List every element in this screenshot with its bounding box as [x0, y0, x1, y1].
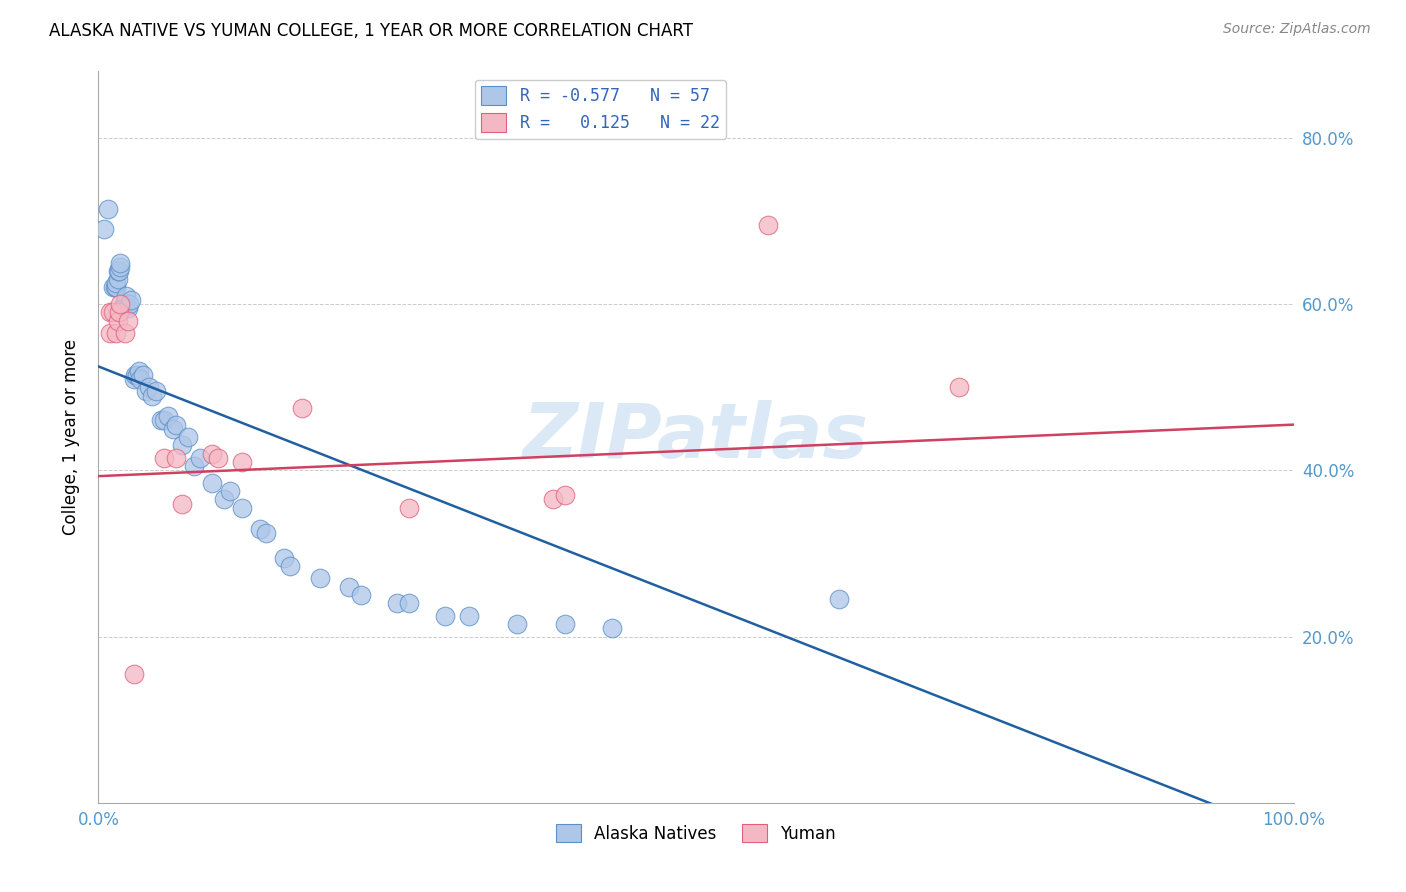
- Point: [141, 388, 163, 402]
- Point: [101, 305, 124, 319]
- Point: [108, 297, 131, 311]
- Point: [149, 413, 172, 427]
- Point: [756, 218, 779, 232]
- Point: [118, 297, 141, 311]
- Point: [231, 455, 253, 469]
- Point: [97, 202, 120, 216]
- Point: [114, 297, 136, 311]
- Point: [273, 550, 295, 565]
- Point: [107, 272, 129, 286]
- Point: [117, 314, 139, 328]
- Point: [177, 430, 200, 444]
- Point: [124, 368, 146, 382]
- Point: [278, 558, 301, 573]
- Legend: Alaska Natives, Yuman: Alaska Natives, Yuman: [550, 817, 842, 849]
- Point: [249, 521, 271, 535]
- Point: [201, 447, 224, 461]
- Point: [188, 450, 211, 465]
- Point: [153, 413, 176, 427]
- Point: [108, 255, 131, 269]
- Point: [93, 222, 115, 236]
- Text: ALASKA NATIVE VS YUMAN COLLEGE, 1 YEAR OR MORE CORRELATION CHART: ALASKA NATIVE VS YUMAN COLLEGE, 1 YEAR O…: [49, 22, 693, 40]
- Point: [145, 384, 167, 399]
- Point: [128, 363, 150, 377]
- Point: [458, 608, 481, 623]
- Point: [183, 459, 205, 474]
- Point: [111, 301, 134, 316]
- Point: [98, 305, 122, 319]
- Point: [308, 571, 330, 585]
- Point: [107, 314, 129, 328]
- Point: [105, 277, 128, 291]
- Point: [948, 380, 970, 394]
- Point: [131, 368, 153, 382]
- Point: [135, 384, 157, 399]
- Point: [156, 409, 179, 424]
- Point: [165, 417, 187, 432]
- Point: [554, 488, 576, 502]
- Point: [114, 326, 136, 341]
- Point: [602, 621, 624, 635]
- Point: [125, 368, 148, 382]
- Point: [172, 438, 194, 452]
- Point: [120, 293, 142, 307]
- Point: [339, 580, 361, 594]
- Point: [541, 492, 564, 507]
- Point: [554, 617, 576, 632]
- Point: [108, 260, 131, 274]
- Point: [201, 475, 224, 490]
- Point: [398, 500, 420, 515]
- Point: [112, 297, 135, 311]
- Text: Source: ZipAtlas.com: Source: ZipAtlas.com: [1223, 22, 1371, 37]
- Point: [207, 450, 229, 465]
- Point: [124, 667, 146, 681]
- Point: [138, 380, 160, 394]
- Point: [828, 592, 851, 607]
- Point: [385, 596, 409, 610]
- Point: [114, 297, 136, 311]
- Point: [107, 264, 129, 278]
- Y-axis label: College, 1 year or more: College, 1 year or more: [62, 339, 80, 535]
- Point: [350, 588, 373, 602]
- Point: [105, 280, 128, 294]
- Point: [165, 450, 187, 465]
- Point: [162, 422, 184, 436]
- Point: [398, 596, 420, 610]
- Point: [104, 280, 127, 294]
- Text: ZIPatlas: ZIPatlas: [523, 401, 869, 474]
- Point: [212, 492, 235, 507]
- Point: [115, 289, 138, 303]
- Point: [231, 500, 253, 515]
- Point: [172, 497, 194, 511]
- Point: [107, 264, 129, 278]
- Point: [153, 450, 176, 465]
- Point: [105, 326, 128, 341]
- Point: [219, 484, 242, 499]
- Point: [434, 608, 457, 623]
- Point: [101, 280, 124, 294]
- Point: [107, 305, 129, 319]
- Point: [117, 301, 139, 316]
- Point: [124, 372, 146, 386]
- Point: [506, 617, 529, 632]
- Point: [98, 326, 122, 341]
- Point: [291, 401, 314, 415]
- Point: [129, 372, 152, 386]
- Point: [254, 525, 277, 540]
